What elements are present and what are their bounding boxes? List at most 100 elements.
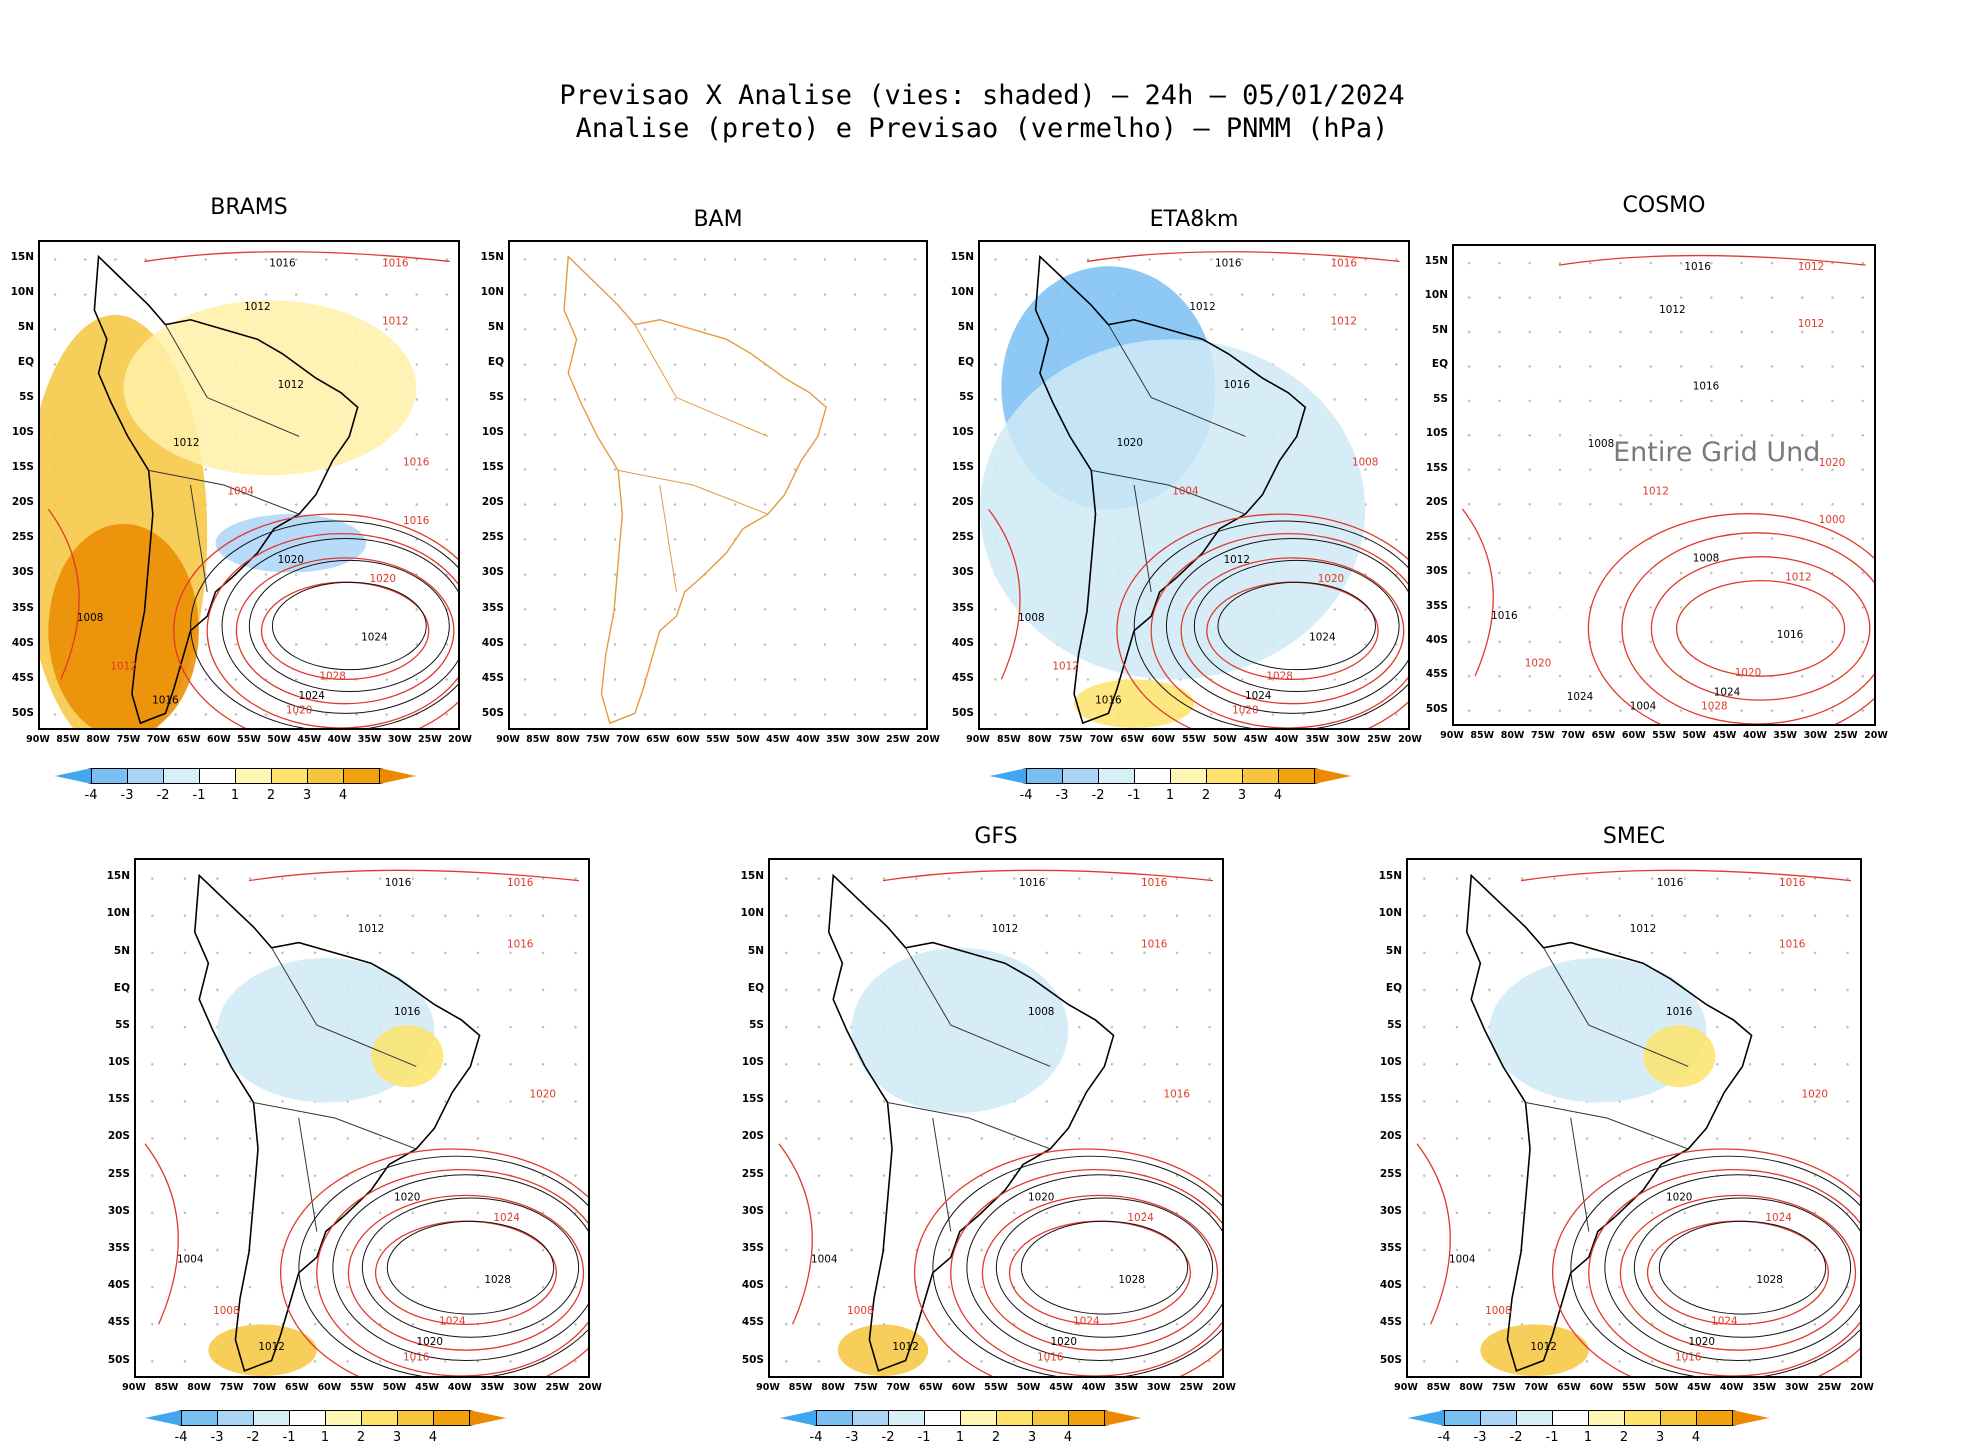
x-axis-label: 70W xyxy=(1524,1382,1549,1393)
x-axis-label: 60W xyxy=(317,1382,342,1393)
isobar-label: 1016 xyxy=(1141,939,1167,951)
analysis-isobar xyxy=(332,1174,588,1361)
y-axis-label: 15S xyxy=(11,461,34,474)
bias-weak-warm xyxy=(123,300,417,476)
y-axis-label: 15S xyxy=(951,461,974,474)
country-border xyxy=(148,469,300,515)
isobar-label: 1004 xyxy=(811,1253,838,1265)
isobar-label: 1016 xyxy=(1164,1088,1190,1100)
y-axis-label: EQ xyxy=(1431,358,1448,371)
colorbar-cell xyxy=(1516,1410,1553,1426)
y-axis-label: 40S xyxy=(741,1279,764,1292)
coastline xyxy=(93,254,359,725)
isobar-label: 1012 xyxy=(1224,554,1250,566)
x-axis-label: 25W xyxy=(1833,730,1858,741)
isobar-label: 1012 xyxy=(1052,661,1078,673)
bias-cold-area xyxy=(980,339,1366,680)
map-frame xyxy=(508,240,928,730)
map-svg: 1016 1016 1012 1016 1008 1016 1020 1024 1028 1024… xyxy=(778,869,1222,1376)
y-axis-label: 50S xyxy=(11,706,34,719)
bias-warm-core xyxy=(48,523,199,728)
x-axis-label: 35W xyxy=(826,734,850,745)
figure-title-line1: Previsao X Analise (vies: shaded) – 24h … xyxy=(559,80,1405,111)
colorbar-cell xyxy=(307,768,344,784)
y-axis-label: 15S xyxy=(107,1093,130,1106)
y-axis-label: 10N xyxy=(1378,907,1402,920)
country-border xyxy=(271,947,417,1067)
colorbar: -4 -3 -2 -1 1 2 3 4 xyxy=(55,768,416,803)
isobar-label: 1012 xyxy=(1785,572,1811,584)
x-axis-label: 20W xyxy=(448,734,472,745)
isobar-label: 1016 xyxy=(1777,629,1803,641)
y-axis-label: 15N xyxy=(10,251,34,264)
y-axis-label: 50S xyxy=(741,1353,764,1366)
colorbar-tick: -4 xyxy=(174,1430,188,1445)
isobar-label: 1024 xyxy=(1711,1315,1738,1327)
x-axis-label: 20W xyxy=(1864,730,1888,741)
colorbar: -4 -3 -2 -1 1 2 3 4 xyxy=(990,768,1351,803)
colorbar-cell xyxy=(780,1410,817,1426)
y-axis-label: EQ xyxy=(113,981,130,994)
panel-title: ETA8km xyxy=(1149,207,1239,232)
map-frame: 1016 1016 1012 1012 1016 1008 1012 1020 1024 1028… xyxy=(978,240,1410,730)
y-axis-label: 35S xyxy=(1379,1242,1402,1254)
y-axis-label: 35S xyxy=(741,1242,764,1254)
forecast-isobar xyxy=(260,581,430,681)
y-axis-label: 10S xyxy=(481,426,504,439)
map-svg: 1016 1016 1012 1012 1016 1008 1012 1020 1024 1028… xyxy=(980,251,1408,728)
colorbar-tick: 2 xyxy=(266,788,276,803)
y-axis-label: 15S xyxy=(741,1093,764,1106)
colorbar-cell xyxy=(960,1410,997,1426)
y-axis-label: 35S xyxy=(11,601,34,614)
map-svg xyxy=(563,255,827,725)
y-axis-label: 20S xyxy=(1425,496,1448,509)
y-axis-label: 10N xyxy=(106,907,130,920)
x-axis-label: 45W xyxy=(1049,1382,1073,1393)
undefined-grid-text: Entire Grid Und xyxy=(1613,436,1821,468)
country-border xyxy=(618,469,769,515)
colorbar: -4 -3 -2 -1 1 2 3 4 xyxy=(145,1410,506,1445)
isobar-label: 1020 xyxy=(1232,704,1258,716)
y-axis-label: 50S xyxy=(951,706,974,719)
colorbar-tick: 1 xyxy=(1165,788,1175,803)
isobar-label: 1024 xyxy=(439,1315,466,1327)
y-axis-label: 15N xyxy=(1378,870,1402,883)
y-axis-label: 30S xyxy=(951,566,974,579)
x-axis-label: 90W xyxy=(1394,1382,1418,1393)
x-axis-label: 60W xyxy=(1621,730,1646,741)
country-border xyxy=(189,484,208,592)
x-axis-label: 50W xyxy=(1654,1382,1679,1393)
colorbar-cell xyxy=(1624,1410,1661,1426)
colorbar-cell xyxy=(91,768,128,784)
isobar-label: 1016 xyxy=(1666,1006,1692,1018)
isobar-label: 1020 xyxy=(1318,573,1344,585)
y-axis-label: 45S xyxy=(11,671,34,684)
y-axis-label: 40S xyxy=(107,1279,130,1292)
x-axis-label: 60W xyxy=(1589,1382,1614,1393)
colorbar-cell xyxy=(1552,1410,1589,1426)
x-axis-label: 20W xyxy=(578,1382,602,1393)
y-axis-label: EQ xyxy=(747,981,764,994)
x-axis-label: 75W xyxy=(219,1382,244,1393)
y-axis-label: 15N xyxy=(480,251,504,264)
x-axis-label: 80W xyxy=(556,734,580,745)
x-axis-label: 75W xyxy=(1491,1382,1516,1393)
x-axis-label: 80W xyxy=(1459,1382,1483,1393)
isobar-label: 1012 xyxy=(173,437,199,449)
isobar-label: 1024 xyxy=(1127,1212,1154,1224)
analysis-isobar xyxy=(386,1220,555,1315)
y-axis-label: 5N xyxy=(957,321,974,334)
x-axis-label: 75W xyxy=(853,1382,878,1393)
analysis-isobar xyxy=(995,1197,1214,1338)
y-axis-label: 25S xyxy=(481,531,504,544)
colorbar-tick: -3 xyxy=(120,788,134,803)
isobar-label: 1004 xyxy=(1172,486,1199,498)
bias-warm-patch xyxy=(837,1324,929,1376)
y-axis-label: 45S xyxy=(741,1316,764,1329)
isobar-label: 1024 xyxy=(1309,632,1336,644)
x-axis-label: 90W xyxy=(1440,730,1464,741)
y-axis-label: 5S xyxy=(489,391,504,404)
y-axis-label: 10N xyxy=(480,286,504,299)
colorbar-cell xyxy=(55,768,92,784)
isobar-label: 1020 xyxy=(1028,1192,1054,1204)
